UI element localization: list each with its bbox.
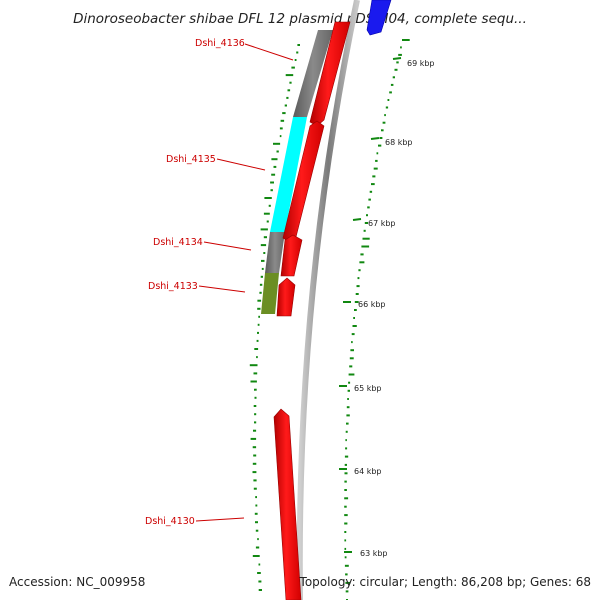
kbp-label-64: 64 kbp [354, 467, 382, 476]
gene-label-dshi-4133: Dshi_4133 [148, 281, 198, 292]
kbp-label-68: 68 kbp [385, 138, 413, 147]
topology-summary: Topology: circular; Length: 86,208 bp; G… [299, 575, 591, 589]
gene-dshi-4134-segment [265, 232, 285, 273]
blue-cds-arrow [366, 0, 392, 36]
gene-dshi-4135-segment [270, 117, 307, 232]
gene-dshi-4133-segment [261, 273, 279, 314]
sequence-backbone [296, 0, 360, 600]
gene-label-dshi-4136: Dshi_4136 [195, 38, 245, 49]
cds-arrow-4 [276, 277, 296, 317]
gene-leader-line [198, 285, 246, 293]
kbp-label-66: 66 kbp [358, 300, 386, 309]
cds-track [273, 21, 351, 600]
gene-label-dshi-4134: Dshi_4134 [153, 237, 203, 248]
kbp-label-69: 69 kbp [407, 59, 435, 68]
map-title: Dinoroseobacter shibae DFL 12 plasmid pD… [73, 11, 527, 27]
gene-dshi-4136-segment [293, 30, 333, 117]
cds-arrow-dshi-4130 [273, 408, 302, 600]
feature-track [261, 30, 333, 314]
accession-text: Accession: NC_009958 [9, 575, 145, 589]
gene-label-dshi-4135: Dshi_4135 [166, 154, 216, 165]
kbp-label-65: 65 kbp [354, 384, 382, 393]
tick-mark [370, 137, 380, 140]
kbp-label-63: 63 kbp [360, 549, 388, 558]
gene-leader-line [195, 517, 245, 522]
kbp-label-67: 67 kbp [368, 219, 396, 228]
cds-arrow-1 [309, 21, 351, 127]
gene-leader-line [216, 158, 266, 171]
gene-leader-line [203, 241, 252, 251]
gene-leader-line [244, 43, 294, 61]
gene-labels: Dshi_4136 Dshi_4135 Dshi_4134 Dshi_4133 … [145, 38, 294, 527]
gene-label-dshi-4130: Dshi_4130 [145, 516, 195, 527]
tick-mark [392, 57, 402, 60]
kbp-scale: 69 kbp 68 kbp 67 kbp 66 kbp 65 kbp 64 kb… [339, 57, 435, 558]
tick-mark [352, 218, 362, 221]
gc-content-arcs [249, 39, 410, 600]
cds-arrow-3 [280, 234, 303, 277]
